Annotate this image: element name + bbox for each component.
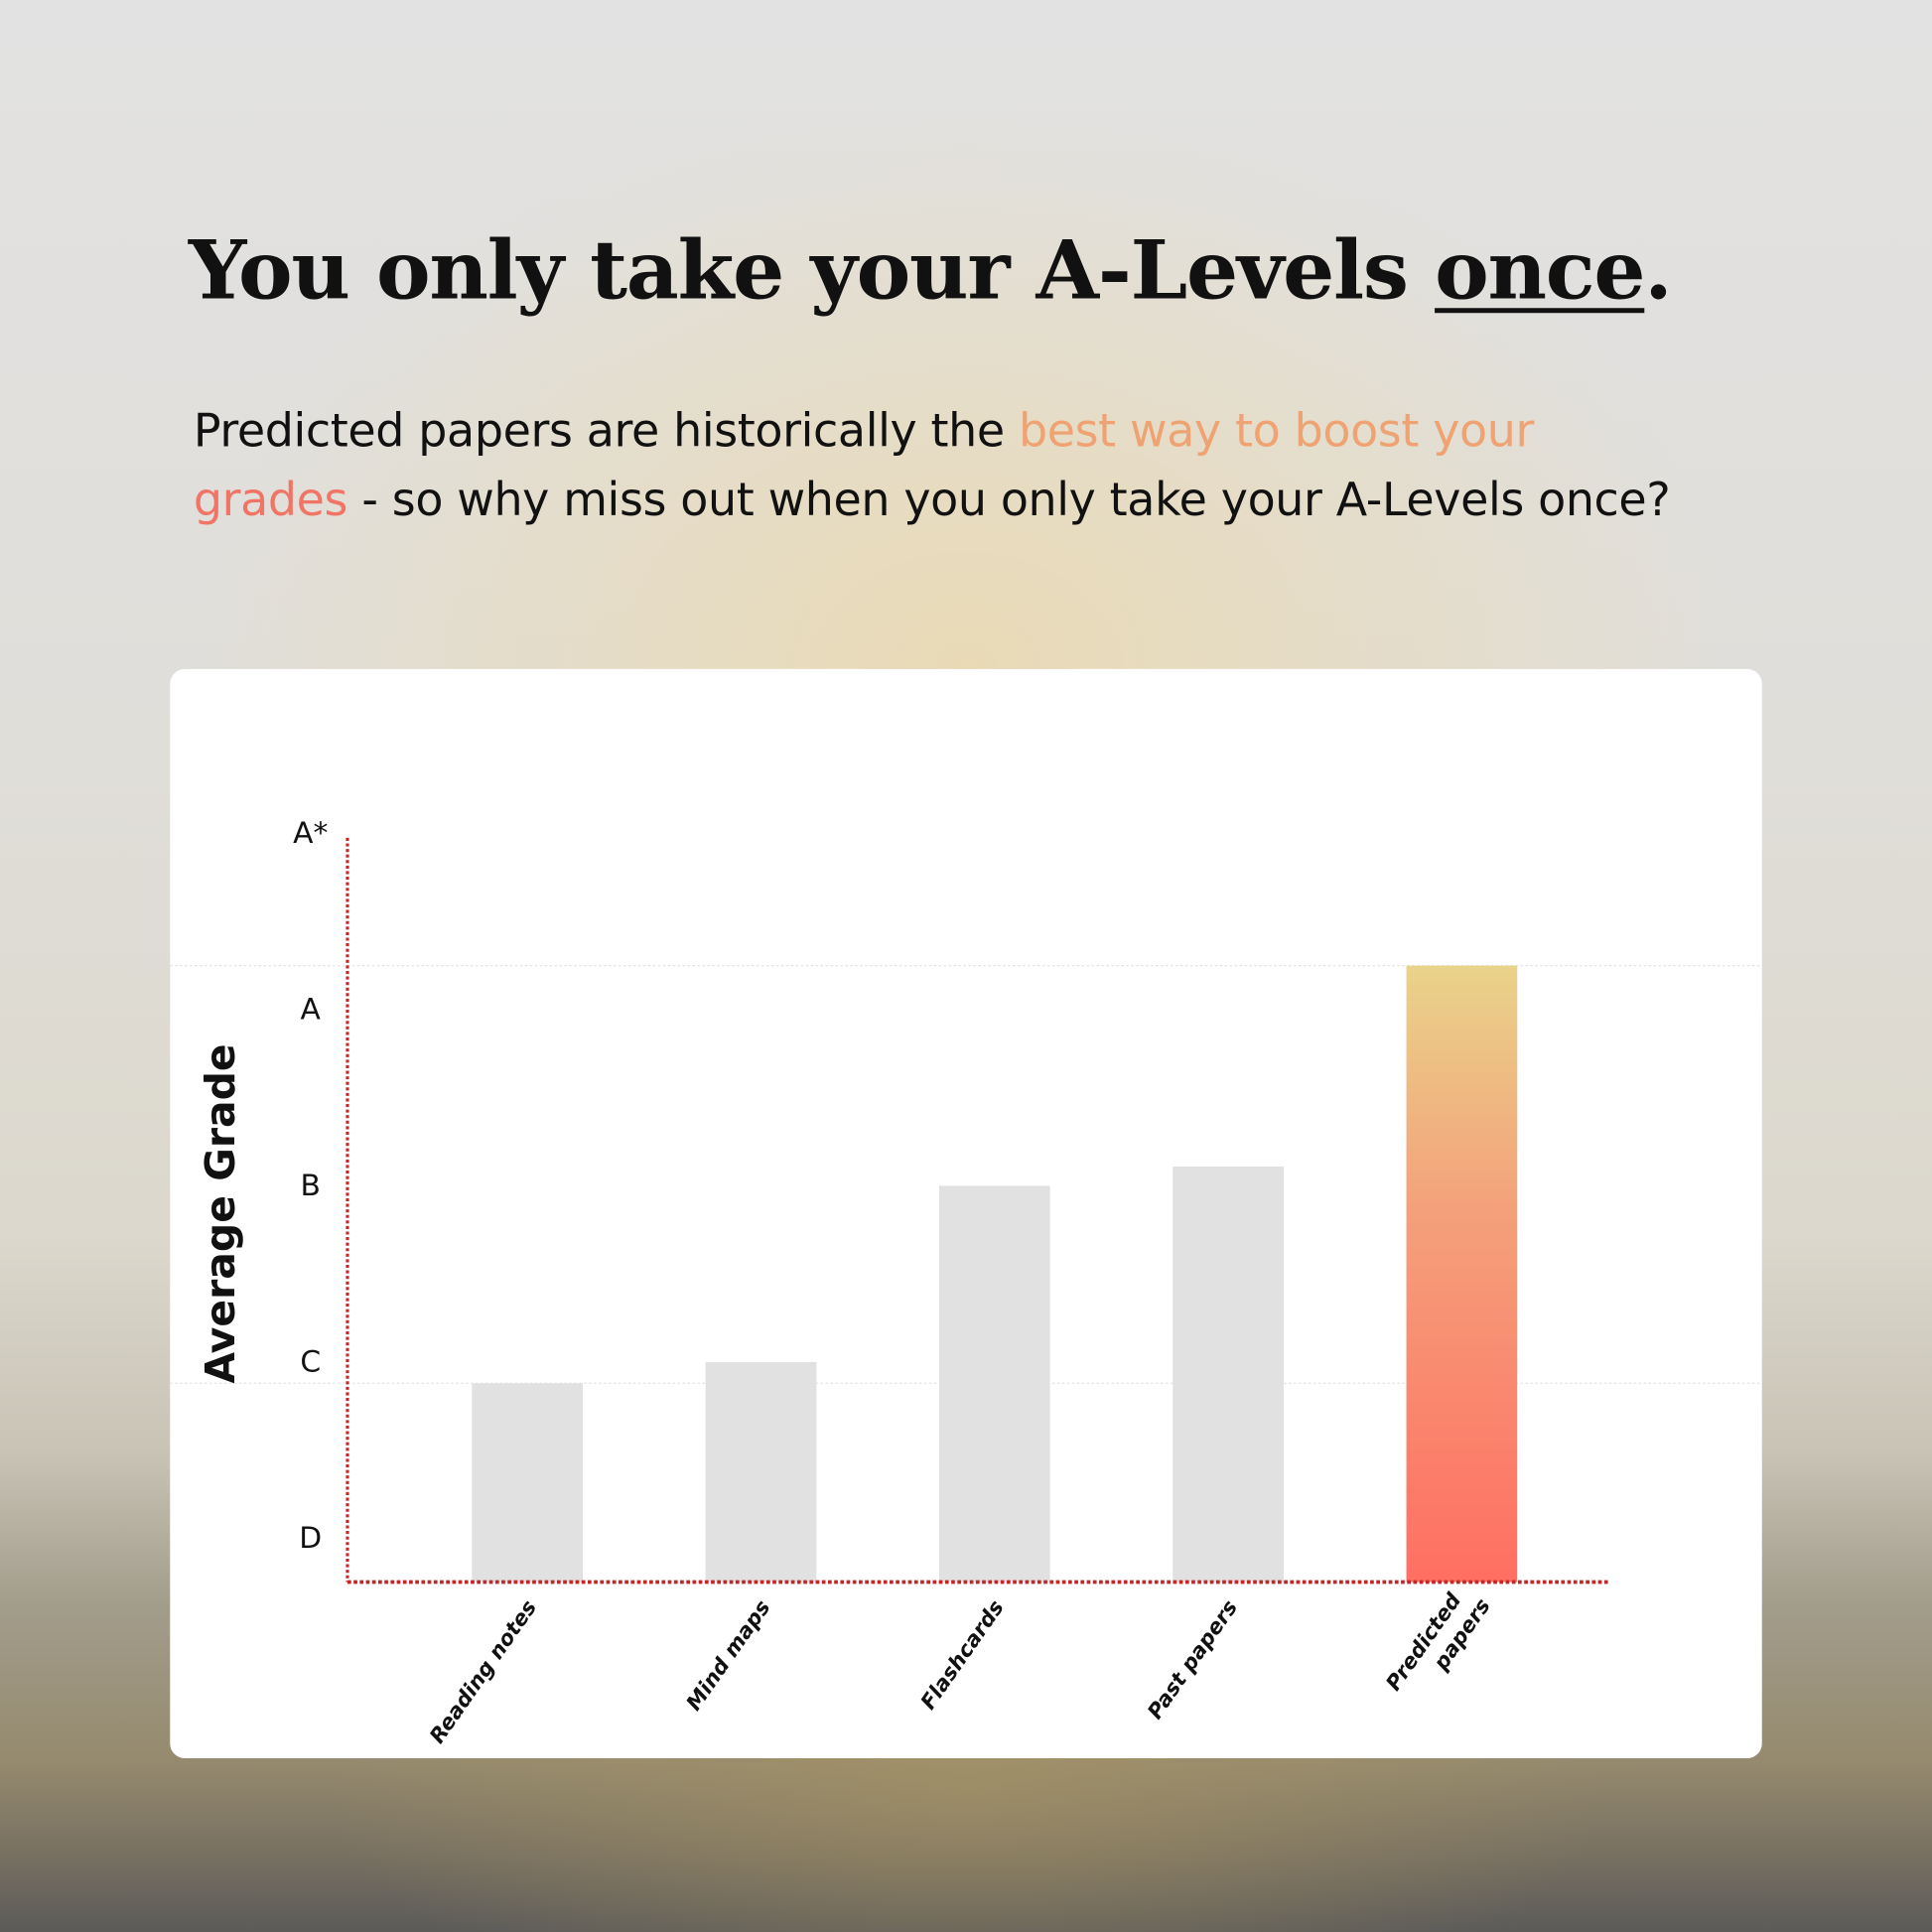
subtitle: Predicted papers are historically the be… bbox=[194, 397, 1783, 535]
title-text: You only take your A-Levels bbox=[188, 221, 1436, 319]
bar-flashcards bbox=[938, 1185, 1050, 1583]
bar-predicted-papers bbox=[1406, 965, 1518, 1583]
x-tick-label-line: Reading notes bbox=[424, 1595, 541, 1747]
subtitle-text-end: - so why miss out when you only take you… bbox=[347, 473, 1671, 526]
chart-card: D C B A A* Reading notes Mind maps Flashcards P… bbox=[170, 668, 1762, 1759]
x-tick-label: Flashcards bbox=[915, 1595, 1009, 1714]
y-tick-label: A bbox=[301, 992, 322, 1027]
x-tick-label-line: Flashcards bbox=[915, 1595, 1009, 1714]
y-axis-label: Average Grade bbox=[197, 1043, 244, 1383]
bar-past-papers bbox=[1173, 1166, 1284, 1583]
title-period: . bbox=[1644, 221, 1673, 319]
x-tick-label: Mind maps bbox=[681, 1595, 775, 1715]
x-tick-label-line: Mind maps bbox=[681, 1595, 775, 1715]
page-title: You only take your A-Levels once. bbox=[188, 221, 1673, 319]
x-tick-label: Predictedpapers bbox=[1381, 1579, 1495, 1711]
y-tick-label: B bbox=[301, 1169, 321, 1203]
y-tick-label: D bbox=[299, 1521, 322, 1556]
title-emphasis: once bbox=[1435, 221, 1645, 319]
bar-reading-notes bbox=[472, 1383, 584, 1583]
x-tick-label: Reading notes bbox=[424, 1595, 541, 1747]
x-tick-label: Past papers bbox=[1142, 1595, 1242, 1724]
bar-mind-maps bbox=[705, 1361, 817, 1583]
y-tick-label: C bbox=[300, 1344, 321, 1379]
subtitle-highlight: best way to boost your bbox=[1018, 404, 1534, 458]
subtitle-highlight-grades: grades bbox=[193, 473, 348, 526]
x-tick-label-line: Past papers bbox=[1142, 1595, 1242, 1724]
y-tick-label: A* bbox=[293, 816, 328, 851]
bar-chart: D C B A A* Reading notes Mind maps Flashcards P… bbox=[170, 816, 1762, 1747]
subtitle-text: Predicted papers are historically the bbox=[193, 404, 1019, 458]
